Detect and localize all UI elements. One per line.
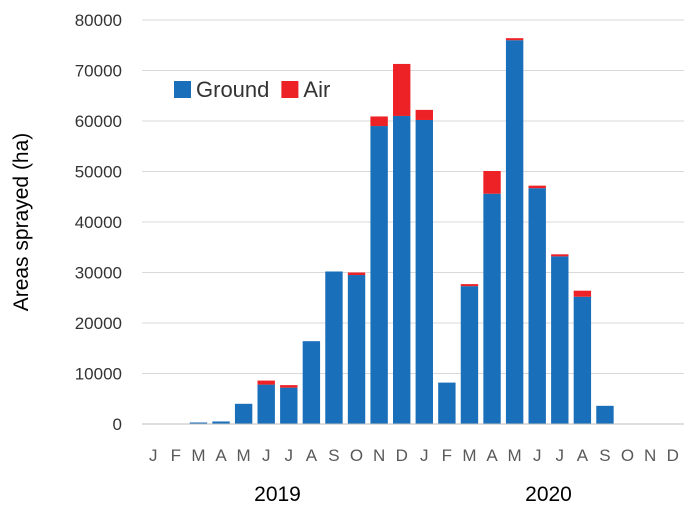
- bars: [189, 38, 614, 425]
- x-tick-label: J: [420, 446, 429, 465]
- bar-air-14: [460, 284, 479, 287]
- y-tick-label: 70000: [75, 62, 122, 81]
- bar-ground-19: [573, 296, 592, 424]
- x-tick-label: A: [306, 446, 318, 465]
- legend-label-ground: Ground: [196, 77, 269, 102]
- y-tick-label: 10000: [75, 365, 122, 384]
- bar-air-6: [280, 385, 298, 388]
- bar-ground-18: [551, 256, 569, 424]
- x-tick-label: S: [599, 446, 610, 465]
- x-tick-label: F: [442, 446, 452, 465]
- legend-swatch-air: [281, 81, 299, 98]
- legend-label-air: Air: [303, 77, 330, 102]
- x-tick-label: N: [373, 446, 385, 465]
- bar-ground-12: [415, 119, 433, 425]
- x-tick-label: F: [171, 446, 181, 465]
- gridlines: [142, 19, 684, 374]
- year-labels: 2019 2020: [254, 483, 572, 506]
- x-tick-label: D: [667, 446, 679, 465]
- bar-air-5: [257, 380, 275, 385]
- bar-air-10: [370, 116, 388, 127]
- y-axis-title: Areas sprayed (ha): [10, 133, 33, 312]
- bar-ground-15: [483, 193, 501, 424]
- bar-air-19: [573, 290, 592, 297]
- x-tick-label: M: [191, 446, 205, 465]
- y-tick-label: 40000: [75, 213, 122, 232]
- legend: Ground Air: [174, 77, 330, 102]
- x-tick-label: O: [350, 446, 363, 465]
- bar-ground-3: [212, 421, 230, 424]
- y-tick-label: 20000: [75, 314, 122, 333]
- bar-ground-16: [505, 40, 524, 424]
- y-tick-label: 0: [113, 415, 122, 434]
- year-label: 2020: [525, 483, 572, 506]
- bar-ground-10: [370, 126, 388, 425]
- x-tick-label: A: [215, 446, 227, 465]
- y-tick-label: 80000: [75, 11, 122, 30]
- y-axis-ticks: 0 10000 20000 30000 40000 50000 60000 70000 8000…: [75, 11, 122, 434]
- bar-air-15: [483, 170, 501, 194]
- bar-ground-7: [302, 341, 321, 424]
- x-tick-label: N: [644, 446, 656, 465]
- bar-ground-14: [460, 286, 479, 424]
- bar-ground-6: [280, 387, 298, 424]
- x-tick-label: M: [462, 446, 476, 465]
- x-tick-label: J: [262, 446, 271, 465]
- bar-air-17: [528, 185, 546, 189]
- x-tick-label: A: [577, 446, 589, 465]
- x-tick-label: J: [533, 446, 542, 465]
- bar-ground-13: [438, 382, 456, 424]
- x-tick-label: J: [556, 446, 565, 465]
- bar-ground-2: [189, 422, 208, 424]
- x-tick-label: S: [328, 446, 339, 465]
- year-label: 2019: [254, 483, 301, 506]
- bar-air-18: [551, 254, 569, 257]
- bar-ground-4: [234, 403, 253, 424]
- x-tick-label: J: [285, 446, 294, 465]
- bar-air-9: [347, 272, 366, 276]
- y-tick-label: 50000: [75, 163, 122, 182]
- x-tick-label: D: [396, 446, 408, 465]
- x-tick-label: M: [508, 446, 522, 465]
- y-tick-label: 30000: [75, 264, 122, 283]
- bar-air-11: [393, 63, 411, 116]
- bar-air-16: [505, 38, 524, 41]
- x-tick-label: M: [237, 446, 251, 465]
- bar-ground-17: [528, 188, 546, 424]
- x-tick-label: A: [486, 446, 498, 465]
- bar-ground-5: [257, 384, 275, 424]
- bar-ground-20: [596, 405, 614, 424]
- x-tick-label: J: [149, 446, 158, 465]
- y-tick-label: 60000: [75, 112, 122, 131]
- bar-ground-8: [325, 271, 343, 424]
- bar-ground-9: [347, 275, 366, 424]
- bar-air-12: [415, 109, 433, 120]
- bar-ground-11: [393, 115, 411, 424]
- x-tick-label: O: [621, 446, 634, 465]
- legend-swatch-ground: [174, 81, 191, 98]
